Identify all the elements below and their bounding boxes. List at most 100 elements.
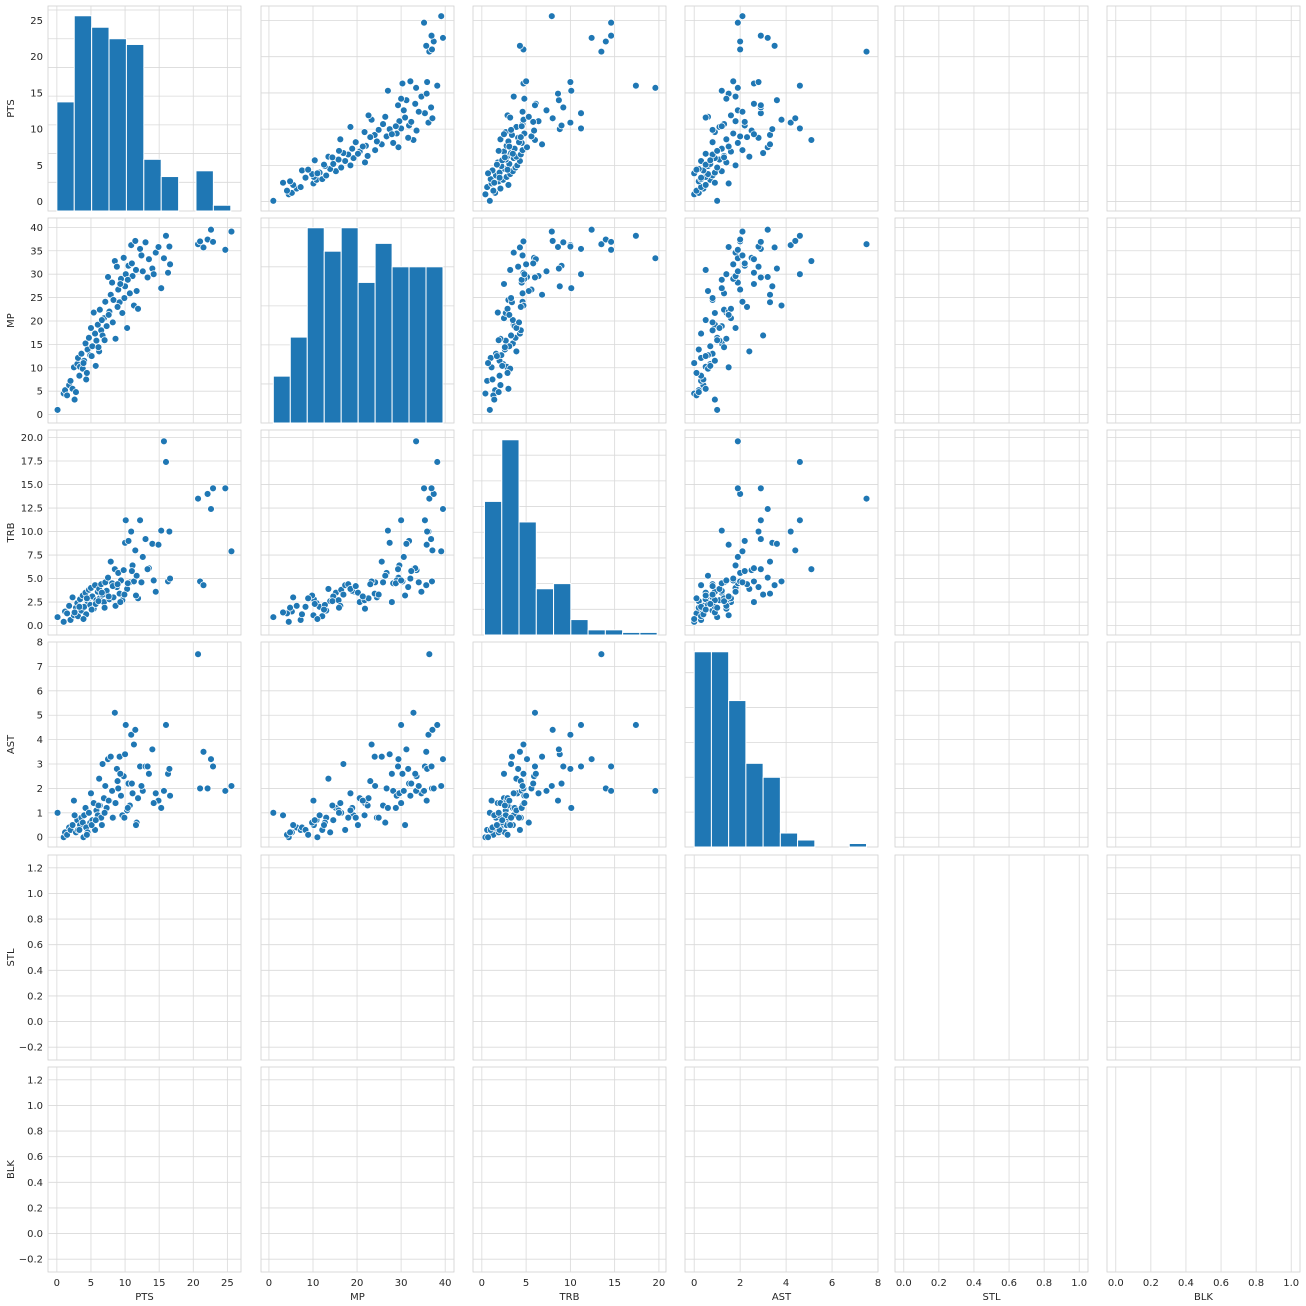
scatter-point: [745, 347, 754, 356]
scatter-point: [743, 133, 751, 141]
scatter-point: [745, 152, 754, 161]
scatter-point: [554, 243, 562, 251]
scatter-point: [95, 774, 103, 783]
scatter-point: [407, 567, 416, 575]
panel-stl-vs-blk: [1106, 854, 1301, 1061]
scatter-point: [409, 709, 418, 717]
scatter-point: [349, 154, 358, 162]
scatter-point: [120, 813, 129, 822]
scatter-point: [68, 593, 77, 602]
scatter-point: [354, 150, 362, 158]
x-tick-label: 0.6: [1001, 1278, 1017, 1289]
scatter-point: [351, 582, 360, 590]
scatter-point: [104, 273, 112, 281]
scatter-point: [157, 526, 165, 535]
histogram-bar: [639, 631, 658, 636]
scatter-point: [207, 225, 215, 234]
scatter-point: [143, 565, 152, 573]
scatter-point: [720, 153, 728, 162]
scatter-point: [734, 18, 742, 27]
scatter-point: [757, 565, 765, 573]
x-tick-label: 0: [266, 1278, 272, 1289]
scatter-point: [85, 334, 93, 342]
panel-frame: [894, 641, 1089, 848]
y-tick-label: 0: [37, 833, 43, 844]
scatter-point: [141, 535, 150, 543]
scatter-point: [697, 581, 705, 589]
panel-trb-vs-trb: [472, 429, 667, 636]
scatter-point: [734, 437, 742, 446]
scatter-point: [506, 113, 514, 122]
scatter-point: [566, 242, 575, 251]
scatter-point: [597, 240, 606, 248]
scatter-point: [400, 787, 408, 795]
scatter-point: [397, 799, 405, 807]
histogram-bar: [762, 776, 781, 848]
scatter-point: [309, 796, 318, 805]
scatter-point: [577, 245, 585, 253]
scatter-point: [486, 197, 494, 205]
scatter-point: [439, 755, 447, 763]
scatter-point: [786, 241, 795, 249]
scatter-point: [414, 578, 423, 587]
scatter-point: [101, 298, 110, 306]
scatter-point: [113, 580, 122, 588]
scatter-point: [729, 260, 737, 269]
scatter-point: [111, 799, 120, 807]
histogram-bar: [374, 242, 393, 424]
panel-trb-vs-pts: [47, 429, 242, 636]
y-tick-label: 0: [37, 410, 43, 421]
scatter-point: [750, 269, 758, 277]
scatter-point: [136, 516, 144, 525]
scatter-point: [221, 787, 230, 795]
scatter-point: [127, 527, 135, 536]
scatter-point: [148, 540, 157, 548]
scatter-point: [530, 126, 538, 135]
scatter-point: [165, 765, 174, 773]
scatter-point: [736, 285, 744, 294]
panel-trb-vs-blk: [1106, 429, 1301, 636]
scatter-point: [384, 526, 392, 535]
scatter-point: [516, 826, 524, 834]
scatter-point: [508, 752, 516, 761]
scatter-point: [298, 166, 306, 175]
scatter-point: [379, 120, 387, 128]
panel-trb-vs-mp: [260, 429, 455, 636]
x-tick-label: 0.4: [966, 1278, 982, 1289]
scatter-point: [98, 760, 107, 768]
panel-frame: [894, 5, 1089, 212]
histogram-bar: [848, 843, 868, 848]
scatter-point: [160, 254, 168, 263]
scatter-point: [750, 130, 758, 138]
scatter-point: [335, 603, 343, 612]
panel-frame: [894, 429, 1089, 636]
scatter-point: [554, 89, 562, 98]
scatter-point: [304, 165, 312, 174]
scatter-point: [486, 406, 494, 414]
scatter-point: [422, 42, 430, 50]
histogram-bar: [160, 176, 180, 212]
panel-blk-vs-ast: [684, 1066, 879, 1273]
scatter-point: [542, 787, 551, 795]
scatter-point: [494, 809, 503, 817]
x-tick-label: 20: [187, 1278, 200, 1289]
scatter-point: [404, 583, 412, 591]
scatter-point: [101, 782, 110, 790]
panel-frame: [1106, 217, 1301, 424]
scatter-point: [109, 318, 117, 327]
scatter-point: [422, 581, 430, 589]
scatter-point: [708, 590, 717, 599]
scatter-point: [63, 391, 71, 400]
scatter-point: [406, 77, 415, 86]
scatter-point: [507, 760, 515, 768]
scatter-point: [496, 135, 505, 144]
scatter-point: [296, 183, 305, 191]
scatter-point: [374, 590, 383, 599]
scatter-point: [100, 336, 109, 344]
scatter-point: [722, 335, 731, 343]
scatter-point: [428, 577, 436, 586]
x-axis-label-ast: AST: [772, 1292, 792, 1303]
scatter-point: [94, 597, 103, 605]
y-tick-label: 0.0: [27, 1229, 43, 1240]
scatter-point: [401, 113, 409, 122]
